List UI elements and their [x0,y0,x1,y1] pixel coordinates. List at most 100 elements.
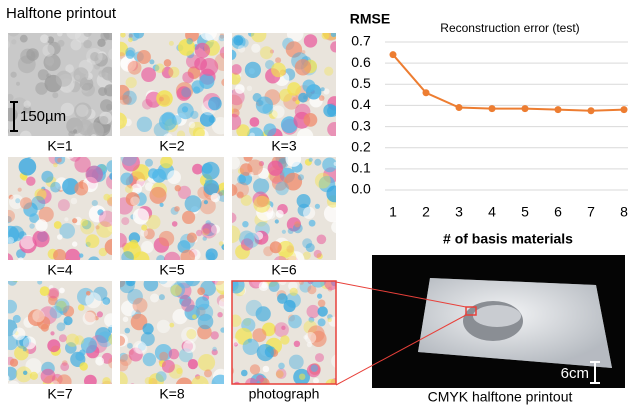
texture-dot [2,375,10,383]
texture-dot [150,294,159,303]
texture-dot [32,310,44,322]
texture-dot [217,312,222,317]
figure: Halftone printout 6cm CMYK halftone prin… [0,0,631,407]
texture-dot [120,32,125,37]
texture-dot [20,35,28,43]
texture-dot [56,71,72,87]
texture-dot [98,70,105,77]
texture-dot [52,92,58,98]
texture-dot [144,277,159,292]
texture-dot [3,210,15,222]
tile [110,270,231,394]
texture-dot [57,158,62,163]
texture-dot [200,58,218,76]
texture-dot [262,283,268,289]
texture-dot [317,235,327,245]
tile-label: K=6 [271,262,297,278]
texture-dot [251,44,260,53]
texture-dot [294,341,300,347]
texture-dot [219,298,230,309]
texture-dot [257,344,274,361]
texture-dot [235,84,245,94]
texture-dot [162,360,175,373]
texture-dot [317,294,322,299]
texture-dot [253,196,270,213]
texture-dot [219,35,226,42]
texture-dot [215,277,229,291]
texture-dot [319,95,325,101]
texture-dot [156,371,167,382]
texture-dot [223,225,241,243]
texture-dot [224,106,234,116]
texture-dot [311,365,318,372]
x-tick-label: 2 [422,204,430,220]
y-tick-label: 0.0 [351,181,371,197]
texture-dot [192,80,205,93]
texture-dot [108,48,121,61]
texture-dot [148,168,158,178]
texture-dot [145,377,153,385]
texture-dot [7,24,20,37]
texture-dot [6,94,13,101]
texture-dot [116,359,128,371]
texture-dot [185,195,202,212]
tile [225,271,346,393]
texture-dot [330,41,341,52]
texture-dot [247,86,252,91]
texture-dot [97,311,103,317]
texture-dot [313,378,319,384]
texture-dot [119,95,129,105]
chart-title: Reconstruction error (test) [440,21,579,35]
texture-dot [115,336,125,346]
texture-dot [60,362,69,371]
texture-dot [57,234,63,240]
texture-dot [323,104,336,117]
texture-dot [204,200,208,204]
texture-dot [244,233,259,248]
tile [112,150,231,268]
texture-dot [160,156,173,169]
texture-dot [106,174,122,190]
tile [110,24,233,143]
texture-dot [7,276,17,286]
tile-texture [110,270,231,394]
texture-dot [192,314,197,319]
texture-dot [270,241,282,253]
marker [489,105,496,112]
tile-texture [110,24,233,143]
texture-dot [81,219,89,227]
texture-dot [35,219,47,231]
texture-dot [298,93,308,103]
texture-dot [167,170,181,184]
texture-dot [74,67,89,82]
texture-dot [15,198,20,203]
texture-dot [221,79,229,87]
texture-dot [50,331,54,335]
texture-dot [42,45,54,57]
texture-dot [68,131,75,138]
texture-dot [86,291,91,296]
texture-dot [193,127,205,139]
texture-dot [264,123,277,136]
texture-dot [198,354,215,371]
y-tick-label: 0.2 [351,138,371,154]
texture-dot [187,233,197,243]
y-tick-label: 0.4 [351,96,371,112]
texture-dot [123,317,129,323]
texture-dot [225,184,237,196]
texture-dot [72,241,77,246]
texture-dot [141,225,147,231]
texture-dot [282,230,286,234]
texture-dot [40,286,50,296]
texture-dot [99,211,115,227]
texture-dot [110,371,128,389]
texture-dot [249,172,254,177]
texture-dot [143,353,156,366]
texture-dot [49,63,53,67]
texture-dot [242,221,248,227]
texture-dot [20,197,32,209]
texture-dot [226,50,236,60]
y-tick-label: 0.6 [351,54,371,70]
texture-dot [325,379,339,393]
texture-dot [309,220,316,227]
